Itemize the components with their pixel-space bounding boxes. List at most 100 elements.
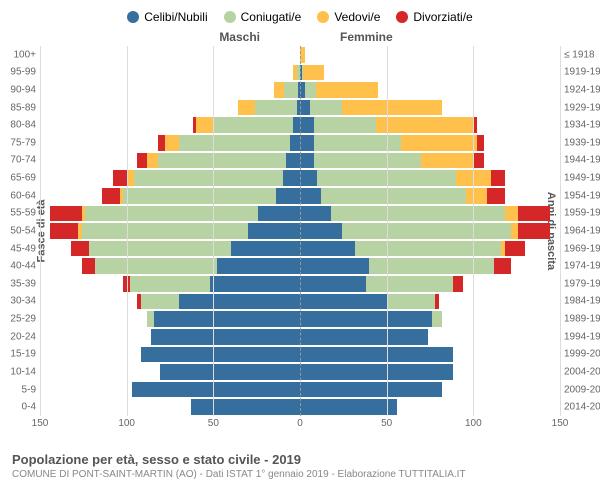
female-bar <box>300 65 324 81</box>
male-bar <box>238 100 300 116</box>
female-bar <box>300 241 525 257</box>
bar-segment <box>132 382 300 398</box>
bar-segment <box>300 153 314 169</box>
bar-segment <box>300 258 369 274</box>
birth-year-label: 1959-1963 <box>560 208 600 219</box>
female-bar <box>300 153 484 169</box>
bar-segment <box>89 241 231 257</box>
legend-item: Divorziati/e <box>396 10 472 24</box>
grid-line <box>40 46 41 416</box>
bar-segment <box>238 100 255 116</box>
male-bar <box>191 399 300 415</box>
bar-segment <box>283 170 300 186</box>
bar-segment <box>274 82 284 98</box>
age-label: 20-24 <box>10 331 40 342</box>
bar-segment <box>477 135 484 151</box>
age-label: 75-79 <box>10 137 40 148</box>
bar-segment <box>258 206 300 222</box>
female-bar <box>300 364 453 380</box>
birth-year-label: 1984-1988 <box>560 296 600 307</box>
bar-segment <box>147 153 157 169</box>
bar-segment <box>293 117 300 133</box>
bar-segment <box>123 188 276 204</box>
bar-segment <box>366 276 453 292</box>
male-bar <box>102 188 300 204</box>
male-bar <box>82 258 300 274</box>
bar-segment <box>300 294 387 310</box>
male-bar <box>50 206 300 222</box>
x-tick-label: 100 <box>465 418 482 429</box>
birth-year-label: ≤ 1918 <box>560 49 595 60</box>
bar-segment <box>210 276 300 292</box>
legend-swatch <box>396 11 408 23</box>
bar-segment <box>290 135 300 151</box>
bar-segment <box>141 294 179 310</box>
plot-area: Fasce di età Anni di nascita 0-42014-201… <box>40 46 560 416</box>
female-bar <box>300 347 453 363</box>
birth-year-label: 1949-1953 <box>560 173 600 184</box>
birth-year-label: 1964-1968 <box>560 225 600 236</box>
legend-swatch <box>317 11 329 23</box>
birth-year-label: 2004-2008 <box>560 366 600 377</box>
age-label: 85-89 <box>10 102 40 113</box>
bar-segment <box>85 206 258 222</box>
age-label: 60-64 <box>10 190 40 201</box>
bar-segment <box>160 364 300 380</box>
bar-segment <box>300 364 453 380</box>
male-bar <box>137 294 300 310</box>
bar-segment <box>255 100 297 116</box>
birth-year-label: 1989-1993 <box>560 314 600 325</box>
age-label: 95-99 <box>10 67 40 78</box>
bar-segment <box>342 100 443 116</box>
female-bar <box>300 329 428 345</box>
birth-year-label: 1934-1938 <box>560 120 600 131</box>
bar-segment <box>453 276 463 292</box>
female-bar <box>300 258 511 274</box>
age-label: 70-74 <box>10 155 40 166</box>
bar-segment <box>300 347 453 363</box>
legend-item: Coniugati/e <box>224 10 302 24</box>
birth-year-label: 1944-1948 <box>560 155 600 166</box>
header-female: Femmine <box>340 30 393 44</box>
grid-line <box>213 46 214 416</box>
bar-segment <box>134 170 283 186</box>
age-label: 25-29 <box>10 314 40 325</box>
bar-segment <box>165 135 179 151</box>
bar-segment <box>196 117 213 133</box>
bar-segment <box>505 241 526 257</box>
x-tick-label: 50 <box>381 418 392 429</box>
birth-year-label: 1979-1983 <box>560 278 600 289</box>
age-label: 30-34 <box>10 296 40 307</box>
bar-segment <box>473 153 483 169</box>
legend-label: Celibi/Nubili <box>144 10 207 24</box>
bar-segment <box>231 241 300 257</box>
bar-segment <box>179 135 290 151</box>
age-label: 35-39 <box>10 278 40 289</box>
grid-line <box>387 46 388 416</box>
age-label: 45-49 <box>10 243 40 254</box>
bar-segment <box>151 329 300 345</box>
bar-segment <box>369 258 494 274</box>
age-label: 10-14 <box>10 366 40 377</box>
male-bar <box>158 135 300 151</box>
bar-segment <box>300 188 321 204</box>
bar-segment <box>191 399 300 415</box>
male-bar <box>274 82 300 98</box>
bar-segment <box>300 170 317 186</box>
female-bar <box>300 294 439 310</box>
male-bar <box>123 276 300 292</box>
bar-segment <box>300 311 432 327</box>
x-axis: 15010050050100150 <box>40 418 560 432</box>
bar-segment <box>300 117 314 133</box>
legend: Celibi/NubiliConiugati/eVedovi/eDivorzia… <box>0 8 600 30</box>
bar-segment <box>505 206 519 222</box>
bar-segment <box>494 258 511 274</box>
bar-segment <box>355 241 501 257</box>
bar-segment <box>127 170 134 186</box>
bar-segment <box>82 258 96 274</box>
bar-segment <box>314 117 376 133</box>
birth-year-label: 1994-1998 <box>560 331 600 342</box>
birth-year-label: 1929-1933 <box>560 102 600 113</box>
bar-segment <box>158 135 165 151</box>
bar-segment <box>342 223 512 239</box>
